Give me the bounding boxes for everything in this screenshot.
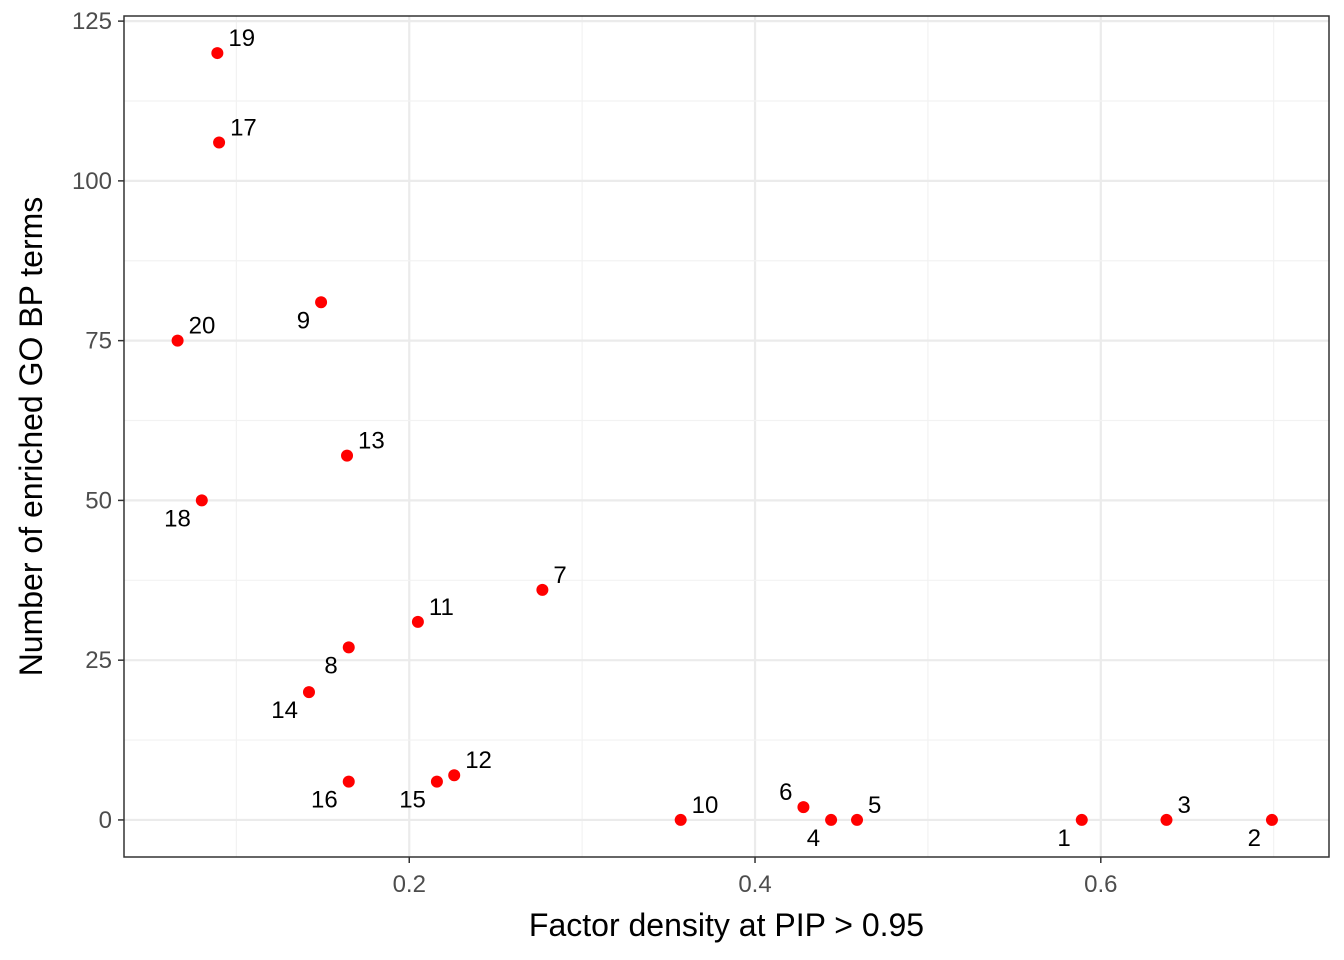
data-point bbox=[342, 775, 355, 788]
x-tick-label: 0.6 bbox=[1084, 871, 1117, 898]
data-point bbox=[1075, 813, 1088, 826]
point-label: 8 bbox=[324, 652, 337, 679]
data-point bbox=[448, 769, 461, 782]
data-point bbox=[171, 334, 184, 347]
x-axis-title: Factor density at PIP > 0.95 bbox=[529, 907, 924, 943]
point-label: 16 bbox=[311, 787, 338, 814]
data-point bbox=[430, 775, 443, 788]
data-point bbox=[1160, 813, 1173, 826]
grid-lines bbox=[124, 16, 1329, 857]
point-label: 19 bbox=[228, 25, 255, 52]
data-point bbox=[825, 813, 838, 826]
point-label: 2 bbox=[1248, 825, 1261, 852]
point-label: 10 bbox=[692, 792, 719, 819]
point-label: 9 bbox=[297, 307, 310, 334]
point-label: 3 bbox=[1177, 792, 1190, 819]
point-label: 13 bbox=[358, 428, 385, 455]
point-label: 6 bbox=[779, 779, 792, 806]
data-point bbox=[411, 615, 424, 628]
point-label: 12 bbox=[465, 747, 492, 774]
y-axis: 0 25 50 75 100 125 bbox=[72, 8, 124, 834]
x-axis: 0.2 0.4 0.6 bbox=[393, 857, 1117, 898]
data-point bbox=[302, 686, 315, 699]
point-label: 20 bbox=[189, 313, 216, 340]
point-label: 4 bbox=[807, 825, 820, 852]
data-point bbox=[674, 813, 687, 826]
point-label: 11 bbox=[429, 594, 454, 621]
x-tick-label: 0.4 bbox=[738, 871, 771, 898]
point-label: 18 bbox=[164, 505, 191, 532]
data-point bbox=[536, 583, 549, 596]
x-tick-label: 0.2 bbox=[393, 871, 426, 898]
data-point bbox=[315, 296, 328, 309]
point-label: 5 bbox=[868, 792, 881, 819]
data-point bbox=[211, 47, 224, 60]
point-label: 1 bbox=[1057, 825, 1070, 852]
data-point bbox=[195, 494, 208, 507]
data-point bbox=[213, 136, 226, 149]
point-label: 17 bbox=[230, 115, 257, 142]
y-tick-label: 25 bbox=[85, 647, 112, 674]
point-label: 7 bbox=[553, 562, 566, 589]
data-point bbox=[342, 641, 355, 654]
plot-panel-border bbox=[123, 15, 1330, 858]
y-tick-label: 50 bbox=[85, 487, 112, 514]
y-tick-label: 125 bbox=[72, 8, 112, 35]
point-label: 14 bbox=[271, 697, 298, 724]
data-point bbox=[797, 801, 810, 814]
data-point bbox=[341, 449, 354, 462]
point-label: 15 bbox=[399, 787, 426, 814]
data-point bbox=[1265, 813, 1278, 826]
y-tick-label: 0 bbox=[99, 807, 112, 834]
data-point bbox=[851, 813, 864, 826]
y-tick-label: 75 bbox=[85, 328, 112, 355]
y-tick-label: 100 bbox=[72, 168, 112, 195]
y-axis-title: Number of enriched GO BP terms bbox=[13, 197, 49, 677]
data-points bbox=[171, 47, 1278, 826]
